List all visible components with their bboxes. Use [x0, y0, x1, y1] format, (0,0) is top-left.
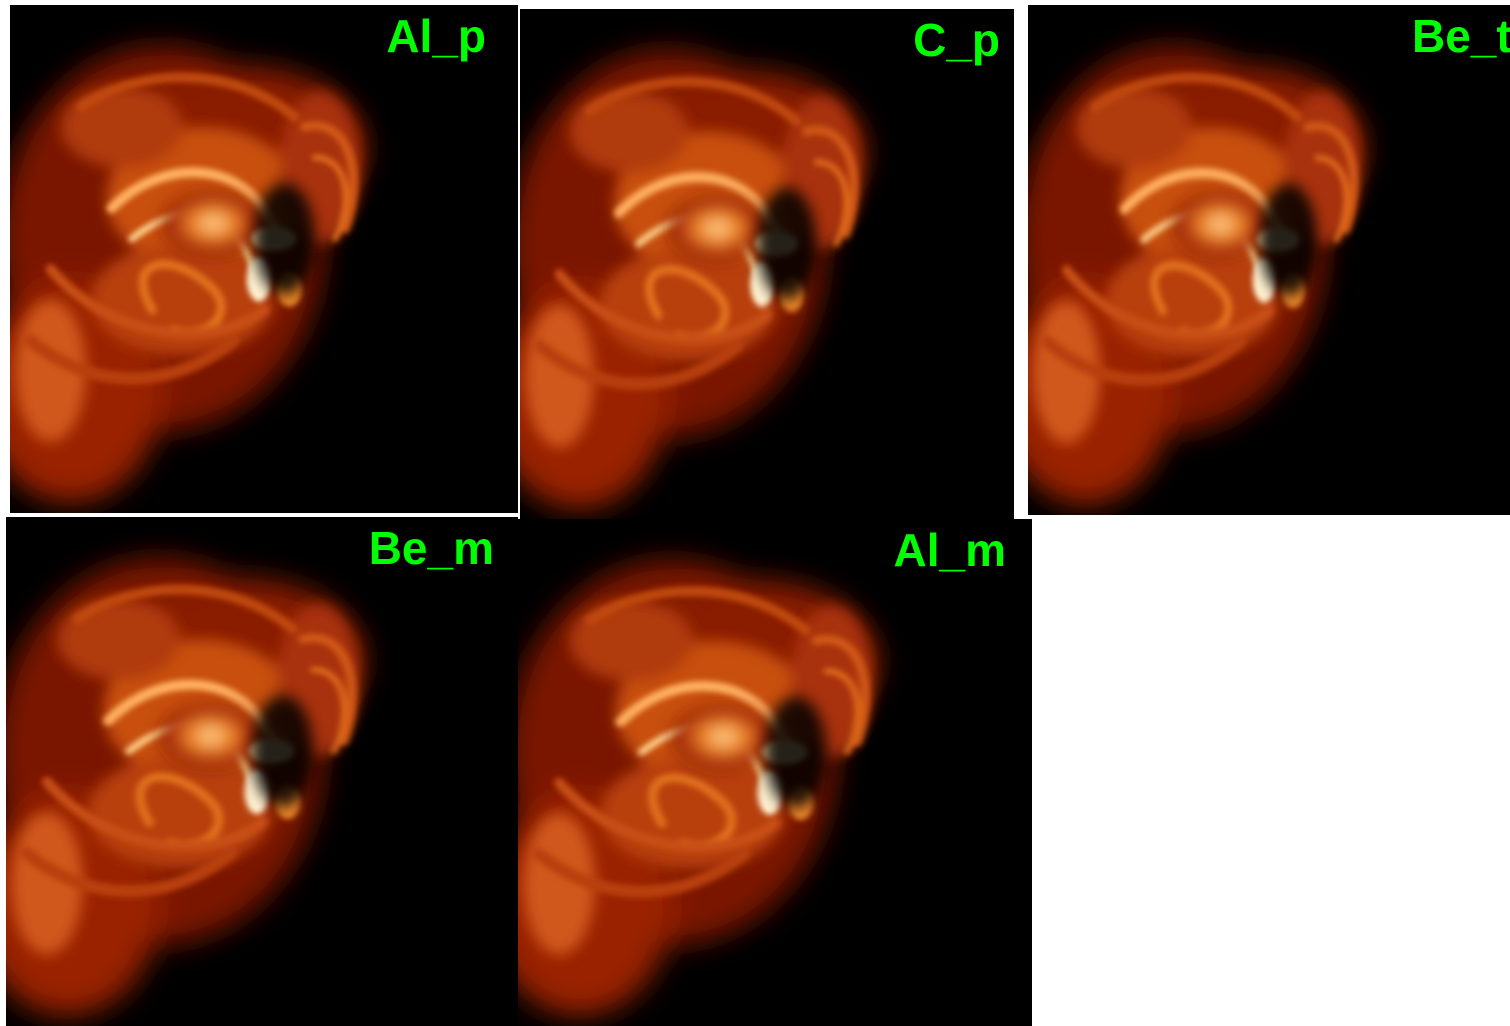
solar-image	[520, 49, 866, 509]
panel-be-m: Be_m	[6, 517, 518, 1026]
solar-image	[1028, 45, 1366, 505]
solar-image	[10, 45, 366, 503]
panel-label: Be_t	[1412, 10, 1510, 62]
panel-be-t: Be_t	[1028, 5, 1510, 515]
panel-al-m: Al_m	[518, 519, 1032, 1026]
solar-image	[6, 557, 365, 1016]
panel-label: C_p	[913, 14, 1000, 66]
panel-label: Be_m	[368, 522, 494, 574]
solar-image	[518, 559, 878, 1016]
panel-label: Al_m	[893, 524, 1006, 576]
panel-c-p: C_p	[520, 9, 1014, 519]
panel-label: Al_p	[386, 10, 486, 62]
panel-al-p: Al_p	[10, 5, 518, 513]
